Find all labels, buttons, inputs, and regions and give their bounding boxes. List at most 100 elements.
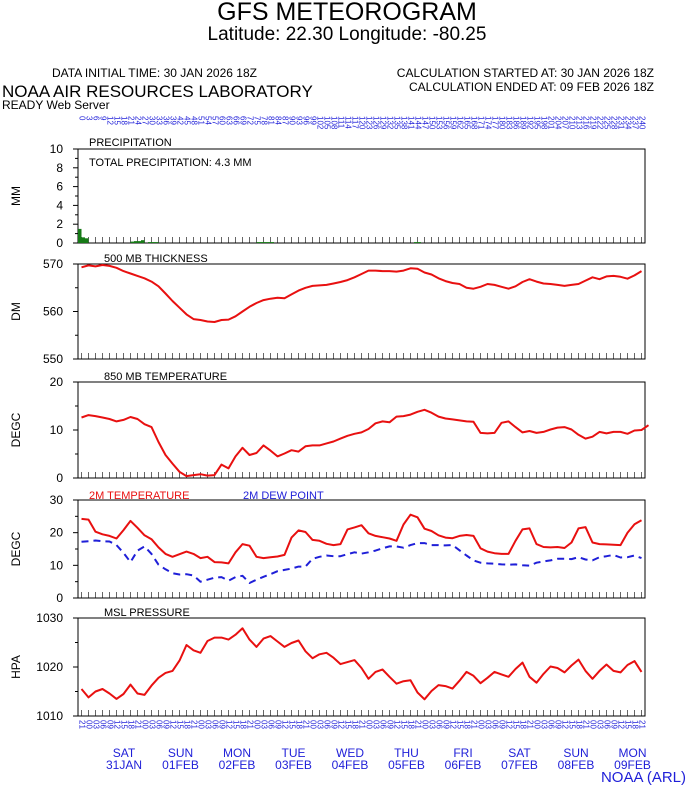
hour-label: 21	[526, 720, 535, 729]
panel-annotation: TOTAL PRECIPITATION: 4.3 MM	[89, 157, 252, 169]
series-line-2m-dew-point	[81, 539, 642, 584]
forecast-hour-label: 102	[316, 116, 325, 130]
day-of-week-label: MON	[223, 746, 251, 760]
hour-label: 18	[631, 720, 640, 729]
precip-bar	[263, 242, 267, 243]
hour-label: 21	[302, 720, 311, 729]
date-label: 08FEB	[558, 758, 595, 772]
panel-title: 2M TEMPERATURE	[89, 490, 189, 502]
precip-bar	[155, 242, 159, 243]
precip-bar	[85, 238, 89, 243]
hour-label: 00	[365, 720, 374, 729]
hour-label: 09	[330, 720, 339, 729]
hour-label: 21	[582, 720, 591, 729]
forecast-hour-label: 45	[183, 116, 192, 125]
hour-label: 00	[421, 720, 430, 729]
hour-label: 03	[540, 720, 549, 729]
hour-label: 21	[190, 720, 199, 729]
y-axis-label: DEGC	[9, 531, 23, 566]
forecast-hour-label: 129	[379, 116, 388, 130]
y-tick-label: 560	[43, 305, 63, 319]
hour-label: 03	[484, 720, 493, 729]
precip-bar	[414, 242, 418, 243]
noaa-credit: NOAA (ARL)	[600, 769, 686, 786]
y-tick-label: 10	[50, 142, 64, 156]
hour-label: 15	[288, 720, 297, 729]
hour-label: 18	[463, 720, 472, 729]
precip-bar	[141, 240, 145, 243]
forecast-hour-label: 171	[477, 116, 486, 130]
forecast-hour-label: 12	[106, 116, 115, 125]
forecast-hour-label: 69	[239, 116, 248, 125]
forecast-hour-label: 105	[323, 116, 332, 130]
forecast-hour-label: 225	[603, 116, 612, 130]
forecast-hour-label: 177	[491, 116, 500, 130]
forecast-hour-label: 207	[561, 116, 570, 130]
forecast-hour-label: 120	[358, 116, 367, 130]
forecast-hour-label: 213	[575, 116, 584, 130]
forecast-hour-label: 231	[617, 116, 626, 130]
forecast-hour-label: 42	[176, 116, 185, 125]
forecast-hour-label: 147	[421, 116, 430, 130]
precip-bar	[137, 241, 141, 243]
hour-label: 12	[169, 720, 178, 729]
forecast-hour-label: 222	[596, 116, 605, 130]
data-initial-time: DATA INITIAL TIME: 30 JAN 2026 18Z	[52, 66, 257, 80]
page-title: GFS METEOROGRAM	[217, 0, 477, 26]
hour-label: 18	[239, 720, 248, 729]
forecast-hour-label: 24	[134, 116, 143, 125]
y-tick-label: 0	[56, 236, 63, 250]
hour-label: 12	[449, 720, 458, 729]
hour-label: 06	[99, 720, 108, 729]
forecast-hour-label: 75	[253, 116, 262, 125]
hour-label: 06	[603, 720, 612, 729]
forecast-hour-label: 111	[337, 116, 346, 129]
hour-label: 00	[197, 720, 206, 729]
hour-label: 00	[253, 720, 262, 729]
forecast-hour-label: 123	[365, 116, 374, 130]
hour-label: 06	[379, 720, 388, 729]
forecast-hour-label: 60	[218, 116, 227, 125]
panel-thickness: 550 560 570 DM 500 MB THICKNESS	[9, 253, 646, 366]
precip-bar	[134, 241, 138, 243]
location-subtitle: Latitude: 22.30 Longitude: -80.25	[207, 24, 487, 45]
y-axis-label: DEGC	[9, 412, 23, 447]
hour-label: 09	[554, 720, 563, 729]
forecast-hour-label: 33	[155, 116, 164, 125]
forecast-hour-label: 48	[190, 116, 199, 125]
hour-label: 09	[106, 720, 115, 729]
hour-label: 00	[589, 720, 598, 729]
forecast-hour-label: 240	[638, 116, 647, 130]
hour-label: 18	[575, 720, 584, 729]
hour-label: 18	[407, 720, 416, 729]
hour-label: 09	[442, 720, 451, 729]
panel-title: PRECIPITATION	[89, 137, 172, 149]
hour-label: 06	[211, 720, 220, 729]
day-axis: SAT31JANSUN01FEBMON02FEBTUE03FEBWED04FEB…	[106, 746, 651, 772]
hour-label: 21	[246, 720, 255, 729]
date-label: 05FEB	[388, 758, 425, 772]
panel-precip: 0 2 4 6 8 10 MM PRECIPITATION TOTAL PRECIPITATIO…	[9, 137, 646, 250]
hour-label: 12	[281, 720, 290, 729]
forecast-hour-label: 78	[260, 116, 269, 125]
series-line-2m-temperature	[81, 513, 642, 565]
forecast-hour-label: 204	[554, 116, 563, 130]
hour-label: 21	[358, 720, 367, 729]
precip-bar	[151, 242, 155, 243]
hour-label: 06	[491, 720, 500, 729]
hour-label: 15	[568, 720, 577, 729]
hour-label: 03	[260, 720, 269, 729]
forecast-hour-label: 0	[78, 116, 87, 121]
hour-label: 00	[533, 720, 542, 729]
panel-title-secondary: 2M DEW POINT	[243, 490, 324, 502]
y-tick-label: 20	[50, 375, 64, 389]
hour-label: 06	[435, 720, 444, 729]
day-of-week-label: MON	[619, 746, 647, 760]
panel-surface: 0 10 20 30 DEGC 2M TEMPERATURE 2M DEW POINT	[9, 490, 646, 605]
y-axis-label: HPA	[9, 655, 23, 679]
forecast-hour-label: 9	[99, 116, 108, 121]
forecast-hour-label: 36	[162, 116, 171, 125]
forecast-hour-label: 87	[281, 116, 290, 125]
precip-bar	[148, 242, 152, 243]
